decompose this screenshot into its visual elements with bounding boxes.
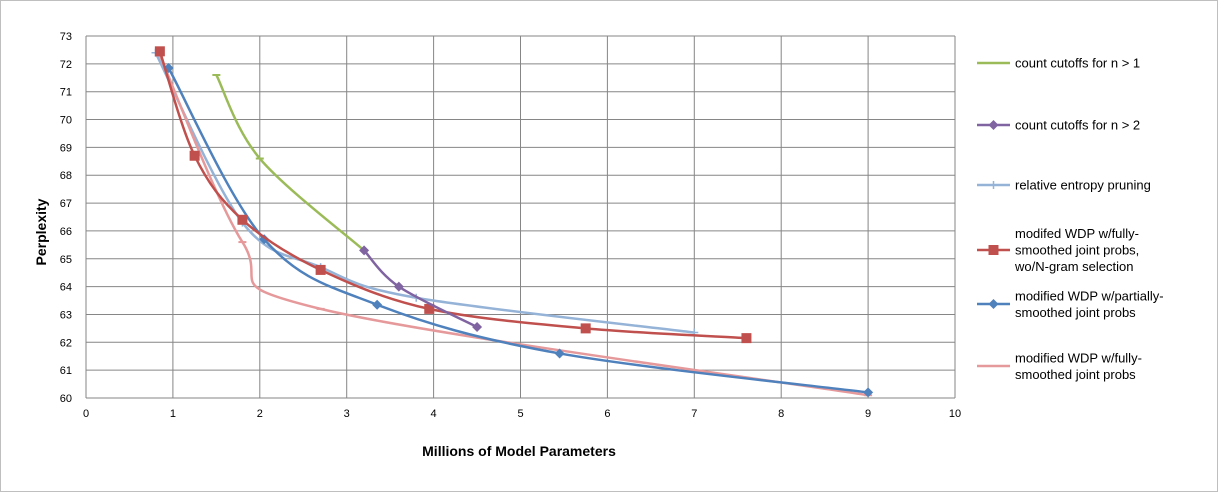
series-line — [158, 54, 869, 397]
x-tick-label: 1 — [170, 408, 176, 420]
x-tick-label: 8 — [778, 408, 784, 420]
legend-label: modified WDP w/fully- — [1015, 350, 1142, 365]
x-tick-label: 9 — [865, 408, 871, 420]
legend-marker — [988, 299, 999, 309]
legend-label: count cutoffs for n > 2 — [1015, 118, 1140, 133]
y-tick-label: 68 — [60, 170, 72, 182]
data-point — [741, 333, 752, 344]
data-point — [189, 150, 200, 161]
data-point — [580, 323, 591, 334]
x-tick-label: 4 — [431, 408, 437, 420]
y-axis-title: Perplexity — [33, 198, 49, 265]
legend-label: modifed WDP w/fully- — [1015, 226, 1139, 241]
legend-marker — [988, 245, 999, 255]
x-tick-label: 5 — [517, 408, 523, 420]
y-tick-label: 69 — [60, 142, 72, 154]
y-tick-label: 72 — [60, 59, 72, 71]
series-4 — [154, 46, 752, 344]
data-point — [554, 348, 565, 359]
x-axis-title: Millions of Model Parameters — [422, 443, 616, 459]
legend-label: smoothed joint probs, — [1015, 243, 1139, 258]
data-point — [424, 303, 435, 314]
x-tick-label: 3 — [344, 408, 350, 420]
series-line — [167, 67, 869, 394]
data-point — [393, 281, 404, 292]
legend-label: smoothed joint probs — [1015, 305, 1136, 320]
data-point — [472, 321, 483, 332]
y-tick-label: 65 — [60, 254, 72, 266]
legend-item: count cutoffs for n > 1 — [977, 56, 1140, 71]
y-tick-label: 60 — [60, 393, 72, 405]
y-tick-label: 71 — [60, 87, 72, 99]
legend-marker — [988, 120, 999, 130]
legend-item: modifed WDP w/fully-smoothed joint probs… — [977, 226, 1139, 274]
data-point — [315, 264, 326, 275]
legend-item: relative entropy pruning — [977, 178, 1151, 193]
y-tick-label: 73 — [60, 31, 72, 43]
legend-item: count cutoffs for n > 2 — [977, 118, 1140, 133]
legend-item: modified WDP w/partially-smoothed joint … — [977, 288, 1164, 320]
y-tick-label: 63 — [60, 309, 72, 321]
y-tick-label: 67 — [60, 198, 72, 210]
legend: count cutoffs for n > 1 count cutoffs for… — [977, 56, 1164, 382]
legend-label: wo/N-gram selection — [1014, 259, 1134, 274]
series-line — [154, 52, 695, 334]
data-point — [154, 46, 165, 57]
y-tick-label: 61 — [60, 365, 72, 377]
data-point — [359, 245, 370, 256]
data-point — [863, 387, 874, 398]
y-tick-label: 64 — [60, 282, 72, 294]
gridlines — [85, 35, 956, 399]
legend-label: count cutoffs for n > 1 — [1015, 56, 1140, 71]
x-tick-label: 10 — [949, 408, 961, 420]
x-tick-label: 2 — [257, 408, 263, 420]
data-point — [372, 299, 383, 310]
x-tick-label: 0 — [83, 408, 89, 420]
legend-marker — [989, 181, 998, 189]
y-tick-label: 70 — [60, 115, 72, 127]
legend-item: modified WDP w/fully-smoothed joint prob… — [977, 350, 1142, 382]
legend-label: relative entropy pruning — [1015, 178, 1151, 193]
legend-label: modified WDP w/partially- — [1015, 288, 1164, 303]
series-layer — [151, 46, 874, 398]
x-tick-label: 6 — [604, 408, 610, 420]
legend-label: smoothed joint probs — [1015, 367, 1136, 382]
y-tick-label: 66 — [60, 226, 72, 238]
series-2 — [359, 245, 483, 332]
x-tick-label: 7 — [691, 408, 697, 420]
y-tick-label: 62 — [60, 337, 72, 349]
data-point — [237, 214, 248, 225]
series-5 — [163, 63, 874, 398]
